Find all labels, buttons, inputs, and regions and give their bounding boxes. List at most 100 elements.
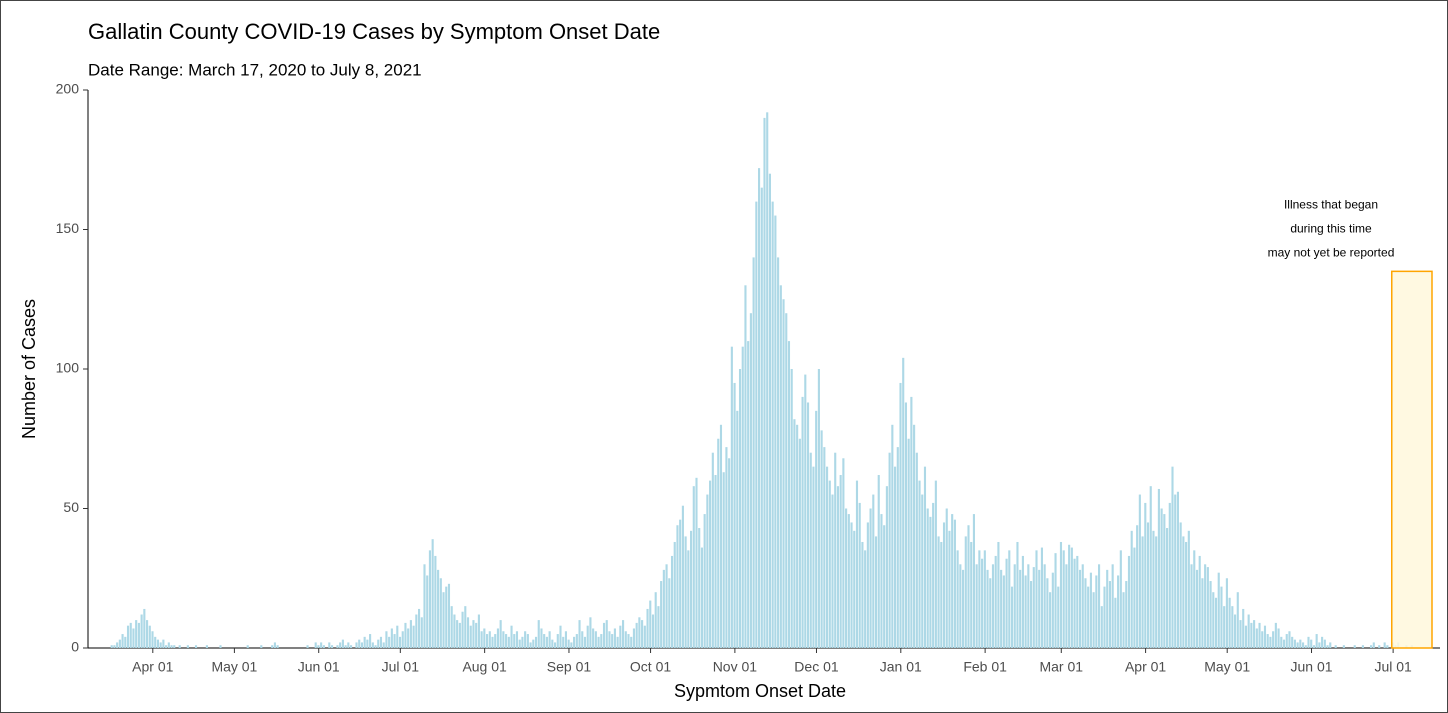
- bar: [1117, 575, 1120, 648]
- bar: [453, 614, 456, 648]
- bar: [643, 625, 646, 648]
- bar: [934, 480, 937, 648]
- bar: [1062, 550, 1065, 648]
- bar: [1008, 550, 1011, 648]
- bar: [306, 645, 309, 648]
- bar: [600, 634, 603, 648]
- bar: [845, 508, 848, 648]
- bar: [461, 611, 464, 648]
- bar: [1255, 628, 1258, 648]
- bar: [915, 452, 918, 648]
- bar: [660, 581, 663, 648]
- bar: [1081, 564, 1084, 648]
- bar: [738, 369, 742, 648]
- bar: [940, 541, 943, 648]
- bar: [1185, 541, 1188, 648]
- bar: [798, 438, 801, 648]
- bar: [366, 639, 369, 648]
- bar: [124, 636, 127, 648]
- x-tick-label: Apr 01: [132, 659, 173, 675]
- bar: [665, 564, 668, 648]
- bar: [273, 642, 276, 648]
- bar: [456, 620, 459, 648]
- bar: [782, 299, 785, 648]
- bar: [415, 614, 418, 648]
- bar: [219, 645, 222, 648]
- bar: [355, 642, 358, 648]
- x-tick-label: Jul 01: [1374, 659, 1412, 675]
- bar: [548, 631, 551, 648]
- bar: [1073, 558, 1076, 648]
- x-tick-label: Jun 01: [298, 659, 340, 675]
- bar: [129, 622, 132, 648]
- bar: [1136, 525, 1139, 648]
- bar: [1179, 522, 1182, 648]
- bar: [314, 642, 317, 648]
- bar: [409, 620, 412, 648]
- bar: [589, 617, 592, 648]
- bar: [649, 600, 652, 648]
- bar: [540, 628, 543, 648]
- bar: [1038, 569, 1041, 648]
- bar: [377, 639, 380, 648]
- bar: [700, 547, 703, 648]
- bar: [962, 569, 965, 648]
- bar: [494, 634, 497, 648]
- bar: [902, 357, 905, 648]
- bar: [491, 636, 494, 648]
- bar: [1383, 642, 1386, 648]
- bar: [502, 631, 505, 648]
- bar: [132, 628, 135, 648]
- x-tick-label: Oct 01: [630, 659, 671, 675]
- bar: [972, 514, 975, 648]
- bar: [1013, 564, 1016, 648]
- bar: [839, 475, 842, 648]
- bar: [842, 458, 845, 648]
- x-tick-label: Jul 01: [382, 659, 420, 675]
- bar: [1269, 636, 1272, 648]
- bar: [695, 477, 698, 648]
- bar: [1198, 555, 1201, 648]
- bar: [861, 541, 864, 648]
- bar: [730, 346, 733, 648]
- bar: [458, 622, 461, 648]
- bar: [1253, 620, 1256, 648]
- bar: [578, 620, 581, 648]
- bar: [809, 452, 812, 648]
- bar: [755, 201, 758, 648]
- bar: [673, 541, 676, 648]
- bar: [271, 645, 274, 648]
- bar: [167, 642, 170, 648]
- bar: [1002, 575, 1005, 648]
- x-tick-label: Jun 01: [1290, 659, 1332, 675]
- bar: [804, 374, 807, 648]
- bar: [360, 642, 363, 648]
- y-tick-label: 150: [56, 220, 80, 236]
- bar: [1214, 597, 1218, 648]
- bar: [855, 480, 859, 648]
- bar: [611, 634, 614, 648]
- bar: [159, 642, 162, 648]
- bar: [564, 631, 567, 648]
- bar: [937, 536, 940, 648]
- bar: [918, 480, 921, 648]
- bar: [439, 578, 442, 648]
- bar: [994, 555, 997, 648]
- bar: [1247, 614, 1250, 648]
- bar: [820, 430, 823, 648]
- bar: [567, 639, 570, 648]
- bar: [641, 620, 644, 648]
- bar: [246, 645, 249, 648]
- bar: [118, 639, 121, 648]
- bar: [1125, 581, 1128, 648]
- bar: [714, 475, 717, 648]
- bar: [1236, 592, 1239, 648]
- bar: [904, 402, 907, 648]
- bar: [1043, 564, 1046, 648]
- bar: [526, 634, 529, 648]
- bar: [1103, 586, 1106, 648]
- bar: [817, 369, 820, 648]
- bar: [711, 452, 714, 648]
- bar: [1171, 466, 1174, 648]
- bar: [537, 620, 540, 648]
